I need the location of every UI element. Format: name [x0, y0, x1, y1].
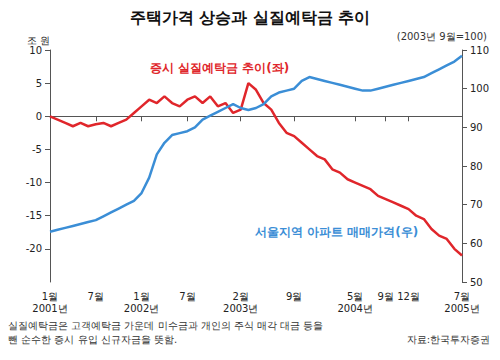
svg-text:뺀 순수한 증시 유입 신규자금을 뜻함.: 뺀 순수한 증시 유입 신규자금을 뜻함.: [8, 334, 177, 345]
svg-text:2002년: 2002년: [124, 303, 159, 314]
svg-text:증시 실질예탁금 추이(좌): 증시 실질예탁금 추이(좌): [150, 61, 289, 75]
svg-text:-20: -20: [26, 243, 42, 254]
svg-text:2004년: 2004년: [337, 303, 372, 314]
svg-text:80: 80: [470, 161, 483, 172]
svg-text:1월: 1월: [42, 291, 58, 302]
svg-text:실질예탁금은 고객예탁금 가운데 미수금과 개인의 주식 매: 실질예탁금은 고객예탁금 가운데 미수금과 개인의 주식 매각 대금 등을: [8, 320, 323, 331]
svg-text:-10: -10: [26, 177, 42, 188]
svg-text:(2003년 9월=100): (2003년 9월=100): [397, 31, 487, 42]
svg-text:자료:한국투자증권: 자료:한국투자증권: [407, 334, 490, 345]
svg-text:5: 5: [36, 78, 42, 89]
svg-text:2월: 2월: [233, 291, 249, 302]
svg-text:7월: 7월: [88, 291, 104, 302]
svg-text:100: 100: [470, 83, 489, 94]
svg-text:7월: 7월: [179, 291, 195, 302]
svg-text:1월: 1월: [133, 291, 149, 302]
svg-text:주택가격 상승과 실질예탁금 추이: 주택가격 상승과 실질예탁금 추이: [130, 8, 371, 27]
svg-text:9월: 9월: [286, 291, 302, 302]
svg-text:7월: 7월: [454, 291, 470, 302]
svg-text:10: 10: [29, 45, 42, 56]
svg-text:0: 0: [36, 111, 42, 122]
svg-text:-5: -5: [32, 144, 42, 155]
svg-text:5월: 5월: [347, 291, 363, 302]
svg-text:50: 50: [470, 277, 483, 288]
svg-text:2001년: 2001년: [32, 303, 67, 314]
svg-text:-15: -15: [26, 210, 42, 221]
svg-text:70: 70: [470, 199, 483, 210]
svg-text:12월: 12월: [397, 291, 420, 302]
svg-text:110: 110: [470, 45, 489, 56]
svg-text:조 원: 조 원: [26, 34, 50, 46]
svg-text:90: 90: [470, 122, 483, 133]
svg-text:서울지역 아파트 매매가격(우): 서울지역 아파트 매매가격(우): [255, 225, 418, 239]
svg-text:9월: 9월: [378, 291, 394, 302]
svg-text:2005년: 2005년: [444, 303, 479, 314]
svg-text:60: 60: [470, 238, 483, 249]
svg-text:2003년: 2003년: [223, 303, 258, 314]
